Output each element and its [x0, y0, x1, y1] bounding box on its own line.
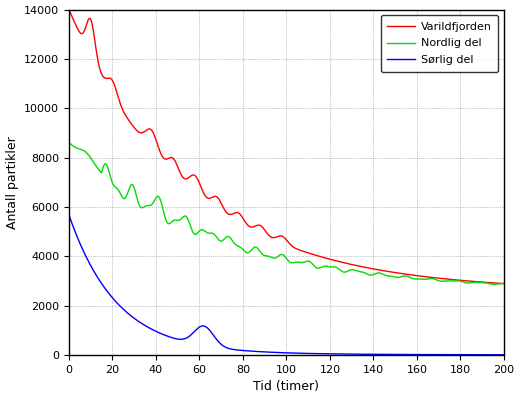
Legend: Varildfjorden, Nordlig del, Sørlig del: Varildfjorden, Nordlig del, Sørlig del [381, 15, 498, 72]
Sørlig del [252, 349, 258, 354]
Nordlig del [382, 273, 388, 277]
Varildfjorden [66, 7, 72, 12]
Nordlig del [272, 255, 279, 260]
Varildfjorden [466, 279, 472, 283]
Sørlig del [249, 349, 255, 354]
Varildfjorden [487, 280, 493, 285]
Line: Nordlig del: Nordlig del [69, 142, 504, 284]
Sørlig del [382, 352, 388, 357]
Varildfjorden [272, 235, 279, 240]
Nordlig del [501, 281, 507, 286]
Varildfjorden [382, 269, 388, 273]
Nordlig del [466, 280, 472, 285]
Nordlig del [252, 245, 258, 249]
Nordlig del [249, 247, 255, 252]
Sørlig del [66, 213, 72, 217]
X-axis label: Tid (timer): Tid (timer) [253, 380, 319, 393]
Y-axis label: Antall partikler: Antall partikler [6, 136, 19, 229]
Sørlig del [487, 352, 493, 357]
Varildfjorden [501, 281, 507, 286]
Varildfjorden [252, 224, 258, 229]
Sørlig del [272, 350, 279, 355]
Varildfjorden [249, 225, 255, 229]
Nordlig del [491, 282, 498, 287]
Nordlig del [487, 281, 493, 286]
Line: Varildfjorden: Varildfjorden [69, 10, 504, 284]
Nordlig del [66, 140, 72, 145]
Line: Sørlig del: Sørlig del [69, 215, 504, 355]
Sørlig del [466, 352, 472, 357]
Sørlig del [501, 352, 507, 357]
